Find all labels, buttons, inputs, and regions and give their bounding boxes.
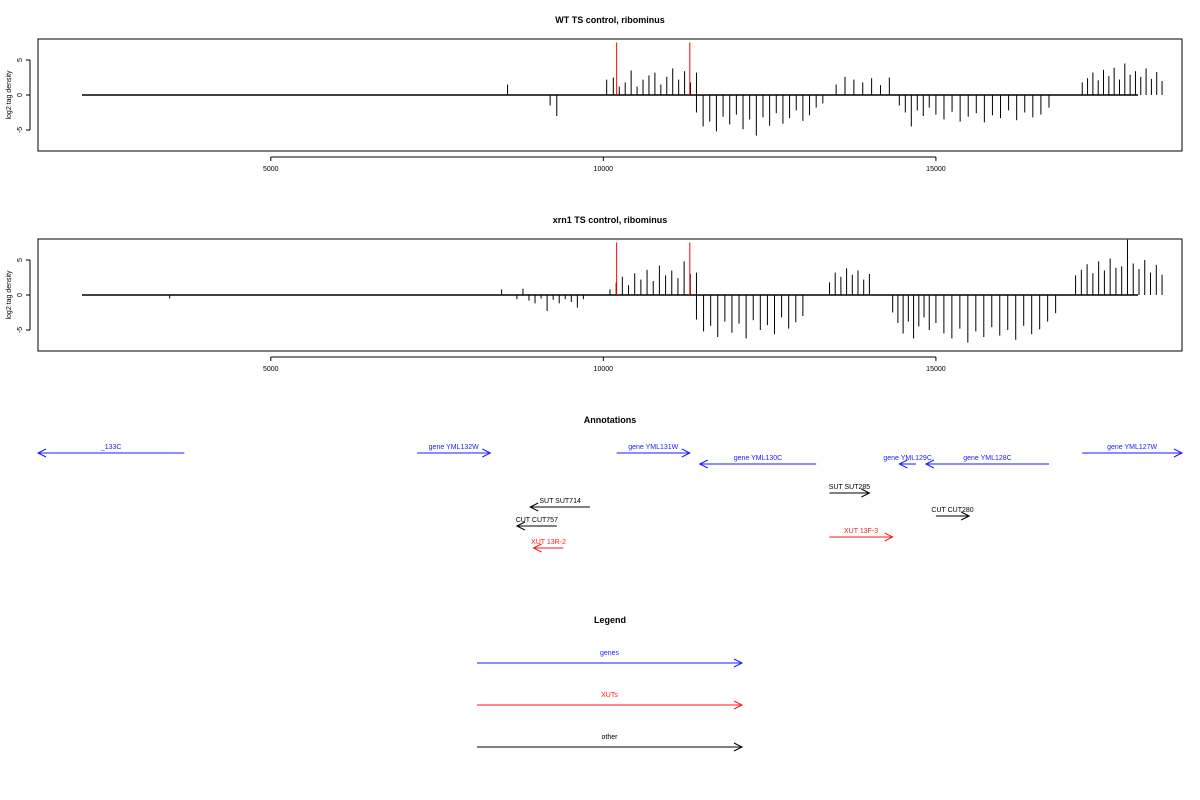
y-tick-label: 0 bbox=[17, 93, 24, 97]
feature-label: SUT SUT285 bbox=[829, 484, 871, 491]
feature-label: gene YML127W bbox=[1107, 444, 1157, 451]
feature-label: CUT CUT280 bbox=[931, 507, 973, 514]
y-tick-label: 5 bbox=[17, 58, 24, 62]
wt-y-axis-label: log2 tag density bbox=[6, 70, 13, 120]
arrow-head-icon bbox=[733, 658, 744, 668]
feature-label: gene YML131W bbox=[628, 444, 678, 451]
annotations-title: Annotations bbox=[584, 415, 637, 425]
x-tick-label: 15000 bbox=[926, 366, 946, 373]
feature-label: gene YML129C bbox=[883, 455, 932, 462]
y-tick-label: 5 bbox=[17, 258, 24, 262]
wt-bars bbox=[82, 42, 1163, 136]
arrow-head-icon bbox=[884, 532, 894, 542]
feature-label: gene YML132W bbox=[429, 444, 479, 451]
feature-label: XUT 13R-2 bbox=[531, 539, 566, 546]
x-tick-label: 5000 bbox=[263, 366, 279, 373]
x-tick-label: 15000 bbox=[926, 166, 946, 173]
xrn1-bars bbox=[82, 239, 1163, 343]
legend-label: XUTs bbox=[601, 692, 618, 699]
feature-label: SUT SUT714 bbox=[539, 498, 581, 505]
legend-label: genes bbox=[600, 650, 620, 657]
arrow-head-icon bbox=[733, 742, 744, 752]
legend-label: other bbox=[602, 734, 619, 741]
y-tick-label: -5 bbox=[17, 327, 24, 333]
feature-label: _133C bbox=[100, 444, 122, 451]
arrow-head-icon bbox=[960, 511, 971, 521]
feature-label: CUT CUT757 bbox=[516, 517, 558, 524]
xrn1-panel-title: xrn1 TS control, ribominus bbox=[553, 215, 668, 225]
y-tick-label: -5 bbox=[17, 127, 24, 133]
feature-label: gene YML130C bbox=[734, 455, 783, 462]
xrn1-axes: -5 0 5 5000 10000 15000 bbox=[17, 258, 946, 373]
x-tick-label: 10000 bbox=[594, 366, 614, 373]
arrow-head-icon bbox=[733, 700, 744, 710]
arrow-head-icon bbox=[1173, 448, 1184, 458]
wt-panel: WT TS control, ribominus log2 tag densit… bbox=[6, 15, 1183, 173]
xrn1-panel-frame bbox=[37, 238, 1183, 352]
legend: Legend genes XUTs other bbox=[477, 615, 744, 752]
feature-label: XUT 13F-3 bbox=[844, 528, 878, 535]
arrow-head-icon bbox=[861, 488, 871, 498]
arrow-head-icon bbox=[36, 448, 47, 458]
feature-label: gene YML128C bbox=[963, 455, 1012, 462]
x-tick-label: 10000 bbox=[594, 166, 614, 173]
arrow-head-icon bbox=[515, 521, 526, 531]
arrow-head-icon bbox=[924, 459, 935, 469]
wt-panel-title: WT TS control, ribominus bbox=[555, 15, 665, 25]
y-tick-label: 0 bbox=[17, 293, 24, 297]
annotations-track: Annotations _133C gene YML132W gene YML131… bbox=[36, 415, 1184, 553]
arrow-head-icon bbox=[482, 448, 492, 458]
arrow-head-icon bbox=[698, 459, 709, 469]
wt-axes: -5 0 5 5000 10000 15000 bbox=[17, 58, 946, 173]
legend-entries: genes XUTs other bbox=[477, 650, 744, 752]
arrow-head-icon bbox=[532, 543, 542, 553]
x-tick-label: 5000 bbox=[263, 166, 279, 173]
legend-title: Legend bbox=[594, 615, 626, 625]
wt-panel-frame bbox=[37, 38, 1183, 152]
xrn1-y-axis-label: log2 tag density bbox=[6, 270, 13, 320]
arrow-head-icon bbox=[529, 502, 539, 512]
arrow-head-icon bbox=[898, 459, 908, 469]
arrow-head-icon bbox=[681, 448, 691, 458]
xrn1-panel: xrn1 TS control, ribominus log2 tag dens… bbox=[6, 215, 1183, 373]
annotation-features: _133C gene YML132W gene YML131W gene YML130… bbox=[36, 444, 1184, 553]
